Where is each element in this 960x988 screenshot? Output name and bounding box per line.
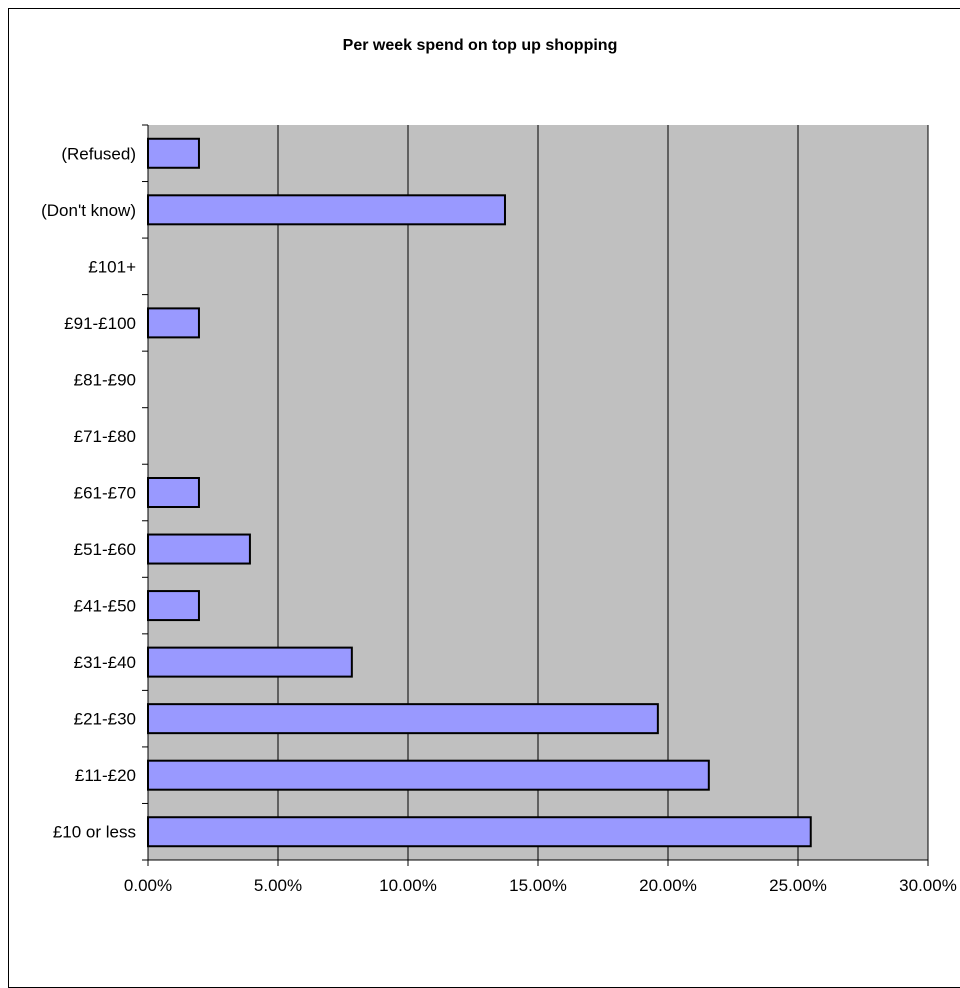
axes	[142, 124, 929, 866]
chart-title: Per week spend on top up shopping	[342, 37, 618, 54]
category-label: (Don't know)	[41, 201, 136, 220]
gridlines	[277, 125, 929, 860]
category-label: £21-£30	[74, 710, 136, 729]
bar	[147, 590, 200, 622]
category-label: £31-£40	[74, 653, 136, 672]
category-label: (Refused)	[61, 144, 136, 163]
x-tick-label: 5.00%	[254, 876, 302, 895]
category-label: £101+	[88, 257, 136, 276]
category-label: £61-£70	[74, 484, 136, 503]
bar	[147, 646, 353, 678]
bar	[147, 533, 251, 565]
x-tick-label: 15.00%	[509, 876, 567, 895]
x-tick-label: 30.00%	[899, 876, 957, 895]
bars	[147, 137, 812, 848]
x-tick-label: 20.00%	[639, 876, 697, 895]
category-label: £51-£60	[74, 540, 136, 559]
category-label: £91-£100	[64, 314, 136, 333]
bar	[147, 137, 200, 169]
bar	[147, 703, 659, 735]
bar	[147, 194, 506, 226]
bar	[147, 477, 200, 508]
x-tick-label: 10.00%	[379, 876, 437, 895]
x-tick-label: 25.00%	[769, 876, 827, 895]
tick-labels: (Refused) (Don't know) £101+ £91-£100 £81-£9…	[41, 144, 957, 895]
category-label: £11-£20	[75, 766, 136, 785]
bar	[147, 816, 812, 848]
category-label: £81-£90	[74, 370, 136, 389]
category-label: £10 or less	[53, 823, 136, 842]
category-label: £71-£80	[74, 427, 136, 446]
x-tick-label: 0.00%	[124, 876, 172, 895]
category-label: £41-£50	[74, 597, 136, 616]
bar	[147, 307, 200, 339]
bar-chart: (Refused) (Don't know) £101+ £91-£100 £81-£9…	[41, 124, 957, 895]
bar	[147, 759, 710, 791]
